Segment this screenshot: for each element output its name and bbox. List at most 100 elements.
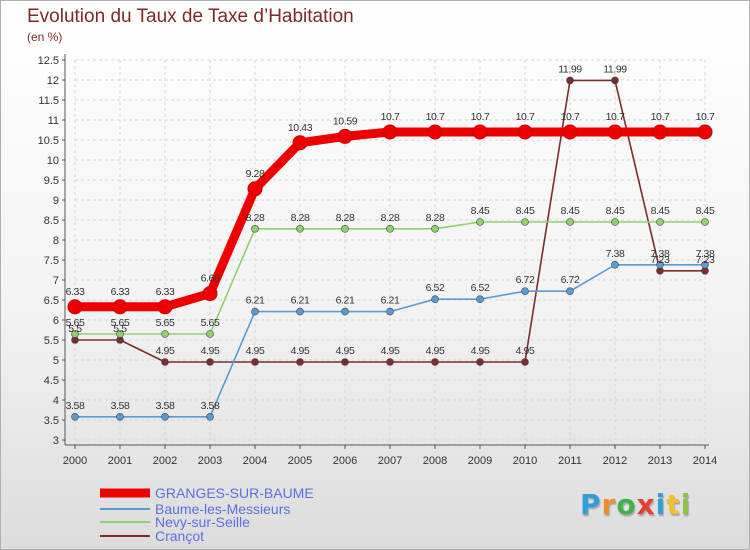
data-label: 4.95	[291, 345, 310, 357]
data-point	[251, 358, 259, 366]
data-label: 10.7	[651, 111, 670, 123]
data-point	[431, 358, 439, 366]
data-label: 6.33	[111, 286, 130, 298]
chart-subtitle: (en %)	[27, 30, 63, 44]
data-point	[566, 287, 574, 296]
y-tick-label: 5.5	[44, 335, 59, 347]
x-tick-label: 2003	[198, 455, 222, 467]
y-tick-label: 8	[53, 235, 59, 247]
chart-title: Evolution du Taux de Taxe d’Habitation	[27, 6, 354, 27]
data-point	[386, 358, 394, 366]
data-label: 7.23	[696, 254, 715, 266]
data-point	[161, 412, 169, 421]
data-point	[296, 358, 304, 366]
data-label: 3.58	[66, 400, 85, 412]
data-point	[431, 225, 439, 233]
y-tick-label: 10	[47, 155, 59, 167]
data-label: 10.7	[426, 111, 445, 123]
y-tick-label: 9.5	[44, 175, 59, 187]
data-point	[161, 358, 169, 366]
logo-letter: o	[616, 488, 637, 521]
data-label: 6.21	[336, 295, 355, 307]
data-point	[521, 287, 529, 296]
data-label: 4.95	[336, 345, 355, 357]
data-point	[341, 358, 349, 366]
data-label: 7.38	[606, 248, 625, 260]
data-point	[701, 260, 709, 269]
data-point	[476, 358, 484, 366]
data-label: 6.52	[426, 282, 445, 294]
data-label: 4.95	[426, 345, 445, 357]
data-point	[427, 124, 443, 140]
data-point	[562, 124, 578, 140]
logo-letter: i	[655, 488, 667, 521]
data-point	[67, 299, 83, 315]
data-label: 11.99	[603, 63, 627, 75]
data-label: 10.43	[288, 122, 313, 134]
data-label: 5.65	[156, 317, 175, 329]
data-label: 8.45	[516, 205, 535, 217]
data-point	[566, 76, 574, 85]
y-tick-label: 11	[48, 115, 59, 127]
y-tick-label: 6.5	[44, 295, 59, 307]
y-tick-label: 10.5	[38, 135, 59, 147]
data-label: 3.58	[156, 400, 175, 412]
data-point	[292, 135, 308, 151]
y-tick-label: 4.5	[44, 375, 59, 387]
data-point	[697, 124, 713, 140]
x-tick-label: 2005	[288, 455, 312, 467]
data-label: 8.45	[471, 205, 490, 217]
x-tick-label: 2012	[603, 455, 627, 467]
data-label: 10.7	[381, 111, 400, 123]
logo-letter: x	[636, 488, 656, 521]
x-tick-label: 2008	[423, 455, 447, 467]
data-point	[116, 412, 124, 421]
y-tick-label: 3.5	[44, 415, 59, 427]
y-tick-label: 11.5	[38, 95, 59, 107]
proxiti-logo: Proxiti	[580, 488, 691, 521]
data-point	[476, 218, 484, 226]
data-label: 8.28	[291, 212, 310, 224]
y-tick-label: 3	[53, 435, 59, 447]
logo-letter: t	[666, 488, 681, 521]
data-point	[341, 307, 349, 316]
data-point	[521, 218, 529, 226]
x-tick-label: 2001	[108, 455, 132, 467]
legend-label: GRANGES-SUR-BAUME	[155, 485, 314, 501]
data-label: 3.58	[201, 400, 220, 412]
data-point	[161, 330, 169, 338]
data-label: 6.72	[561, 274, 580, 286]
data-point	[607, 124, 623, 140]
data-point	[296, 307, 304, 316]
data-label: 5.65	[201, 317, 220, 329]
x-tick-label: 2011	[558, 455, 582, 467]
y-tick-label: 7.5	[44, 255, 59, 267]
data-point	[652, 124, 668, 140]
x-tick-label: 2002	[153, 455, 177, 467]
data-point	[566, 218, 574, 226]
y-tick-label: 9	[53, 195, 59, 207]
data-label: 8.28	[426, 212, 445, 224]
data-label: 10.7	[606, 111, 625, 123]
data-label: 5.65	[111, 317, 130, 329]
data-point	[247, 181, 263, 197]
y-tick-label: 6	[53, 315, 59, 327]
data-point	[251, 225, 259, 233]
x-tick-label: 2007	[378, 455, 402, 467]
data-point	[157, 299, 173, 315]
data-label: 10.7	[516, 111, 535, 123]
data-label: 5.5	[113, 323, 127, 335]
data-point	[701, 218, 709, 226]
data-point	[71, 330, 79, 338]
y-tick-label: 8.5	[44, 215, 59, 227]
data-point	[251, 307, 259, 316]
logo-letter: P	[580, 488, 602, 521]
data-label: 10.7	[696, 111, 715, 123]
data-label: 4.95	[156, 345, 175, 357]
data-label: 6.21	[291, 295, 310, 307]
legend-label: Baume-les-Messieurs	[155, 501, 290, 517]
data-label: 10.7	[561, 111, 580, 123]
x-tick-label: 2009	[468, 455, 492, 467]
data-label: 6.21	[246, 295, 265, 307]
